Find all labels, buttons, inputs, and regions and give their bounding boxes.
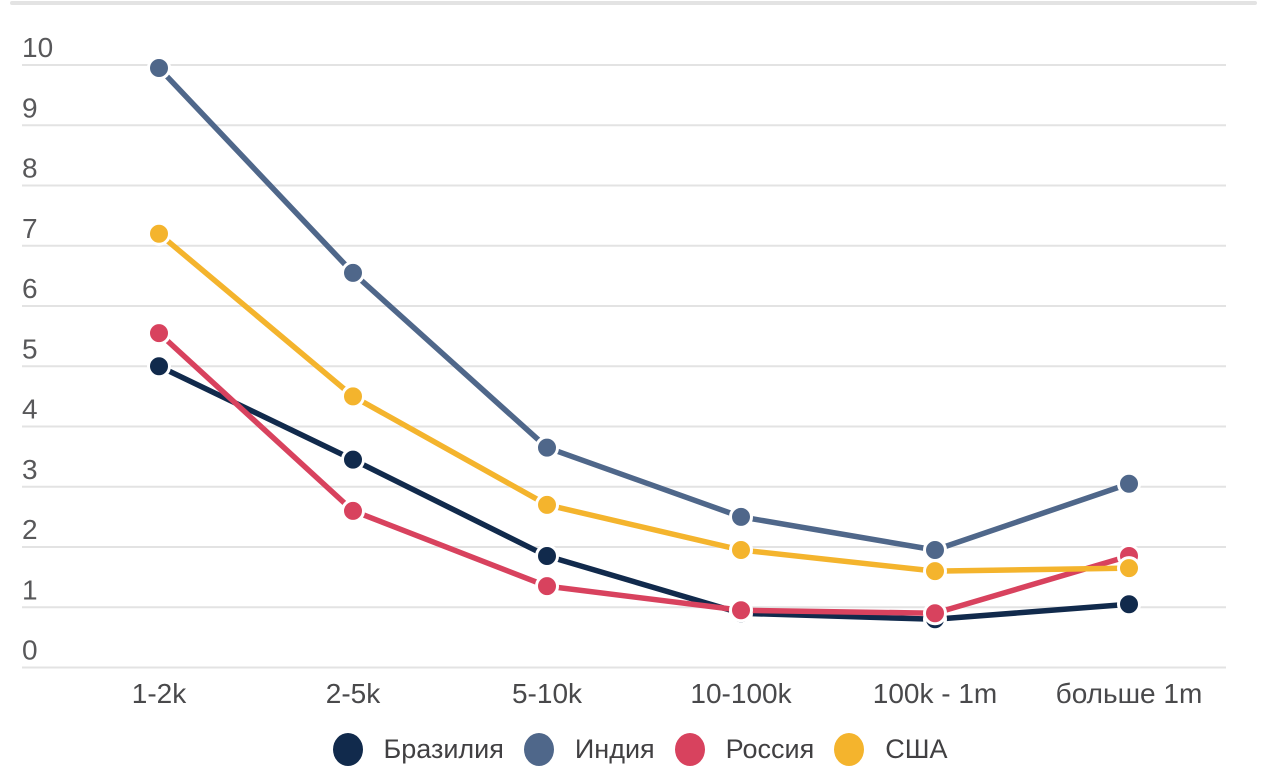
data-point-ssha-4[interactable] — [729, 538, 753, 563]
x-tick-label-6: больше 1m — [1056, 678, 1203, 709]
x-tick-label-3: 5-10k — [512, 678, 583, 709]
series-braziliya — [147, 354, 1141, 632]
data-point-braziliya-3[interactable] — [535, 544, 559, 569]
legend-marker-indiya — [523, 733, 554, 766]
data-point-braziliya-6[interactable] — [1117, 592, 1141, 617]
data-point-ssha-3[interactable] — [535, 492, 559, 517]
y-tick-label-5: 5 — [22, 333, 38, 364]
y-tick-label-7: 7 — [22, 213, 38, 244]
legend-label-indiya: Индия — [574, 734, 655, 764]
y-tick-label-9: 9 — [22, 92, 38, 123]
legend-label-ssha: США — [885, 734, 948, 764]
series-line-indiya — [156, 65, 1132, 553]
legend-marker-rossiya — [674, 733, 705, 766]
data-point-braziliya-2[interactable] — [341, 447, 365, 472]
legend-item-rossiya[interactable]: Россия — [674, 733, 815, 766]
legend-item-ssha[interactable]: США — [834, 733, 947, 766]
series-indiya — [147, 56, 1141, 563]
x-tick-label-4: 10-100k — [690, 678, 792, 709]
legend-label-braziliya: Бразилия — [383, 734, 504, 764]
chart-legend: Бразилия Индия Россия США — [0, 731, 1280, 768]
top-divider — [10, 1, 1257, 5]
data-point-rossiya-3[interactable] — [535, 574, 559, 599]
y-tick-label-10: 10 — [22, 32, 53, 63]
series-line-braziliya — [156, 363, 1132, 623]
y-tick-label-3: 3 — [22, 454, 38, 485]
y-tick-label-4: 4 — [22, 394, 38, 425]
y-tick-label-2: 2 — [22, 514, 38, 545]
legend-marker-braziliya — [332, 733, 363, 766]
data-point-ssha-1[interactable] — [147, 221, 171, 246]
data-point-rossiya-1[interactable] — [147, 321, 171, 346]
data-point-indiya-5[interactable] — [923, 538, 947, 563]
data-point-indiya-2[interactable] — [341, 260, 365, 285]
data-point-rossiya-5[interactable] — [923, 601, 947, 626]
line-chart-plot: 0 1 2 3 4 5 6 7 8 9 10 1-2k 2-5k 5-10k 10-100k 100k - 1… — [22, 32, 1226, 709]
x-tick-label-1: 1-2k — [132, 678, 187, 709]
y-tick-label-8: 8 — [22, 153, 38, 184]
data-point-indiya-3[interactable] — [535, 435, 559, 460]
legend-item-braziliya[interactable]: Бразилия — [332, 733, 504, 766]
series-rossiya — [147, 321, 1141, 626]
legend-item-indiya[interactable]: Индия — [523, 733, 655, 766]
data-point-rossiya-4[interactable] — [729, 598, 753, 623]
data-point-rossiya-2[interactable] — [341, 498, 365, 523]
legend-marker-ssha — [834, 733, 865, 766]
data-point-braziliya-1[interactable] — [147, 354, 171, 379]
x-tick-label-5: 100k - 1m — [873, 678, 998, 709]
data-point-indiya-4[interactable] — [729, 504, 753, 529]
series-line-rossiya — [156, 330, 1132, 617]
data-point-ssha-2[interactable] — [341, 384, 365, 409]
data-point-indiya-6[interactable] — [1117, 471, 1141, 496]
series-line-ssha — [156, 230, 1132, 574]
series-ssha — [147, 221, 1141, 584]
data-point-indiya-1[interactable] — [147, 56, 171, 81]
y-tick-label-6: 6 — [22, 273, 38, 304]
legend-label-rossiya: Россия — [725, 734, 815, 764]
data-point-ssha-5[interactable] — [923, 559, 947, 584]
y-tick-label-1: 1 — [22, 574, 38, 605]
x-tick-label-2: 2-5k — [326, 678, 381, 709]
data-point-ssha-6[interactable] — [1117, 556, 1141, 581]
y-tick-label-0: 0 — [22, 635, 38, 666]
